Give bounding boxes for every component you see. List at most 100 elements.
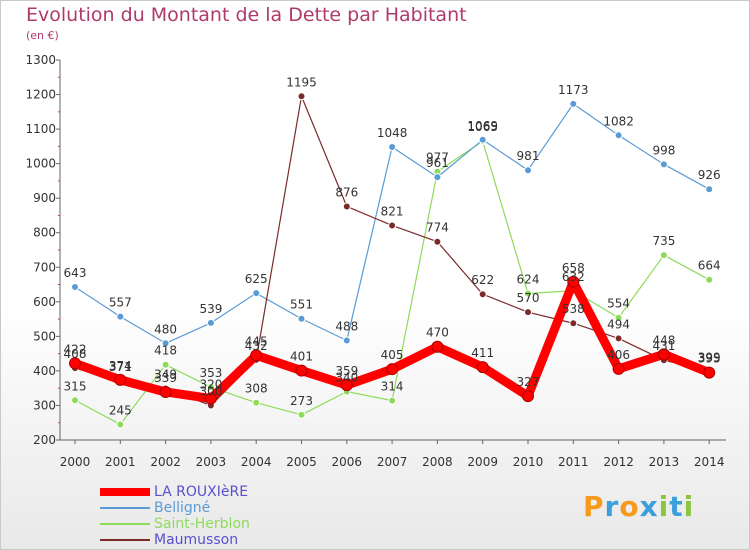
data-point — [569, 99, 578, 108]
data-point — [388, 143, 397, 152]
data-point — [478, 135, 487, 144]
x-tick-label: 2007 — [377, 455, 408, 469]
data-label: 245 — [109, 403, 132, 417]
proxiti-logo: Proxiti — [583, 490, 694, 523]
data-label: 399 — [698, 350, 721, 364]
data-label: 353 — [199, 366, 222, 380]
data-label: 1048 — [377, 126, 408, 140]
data-label: 470 — [426, 326, 449, 340]
data-point — [295, 364, 308, 377]
data-label: 273 — [290, 394, 313, 408]
data-label: 480 — [154, 322, 177, 336]
y-tick-label: 1200 — [25, 88, 56, 102]
y-tick-label: 900 — [33, 191, 56, 205]
data-label: 315 — [64, 379, 87, 393]
data-label: 314 — [381, 380, 404, 394]
data-point — [476, 361, 489, 374]
data-label: 327 — [517, 375, 540, 389]
data-label: 774 — [426, 221, 449, 235]
data-point — [297, 314, 306, 323]
data-label: 422 — [64, 342, 87, 356]
legend-swatch — [100, 523, 150, 525]
y-tick-label: 200 — [33, 433, 56, 447]
data-point — [250, 349, 263, 362]
data-point — [659, 251, 668, 260]
x-tick-label: 2000 — [60, 455, 91, 469]
data-label: 570 — [517, 291, 540, 305]
data-label: 401 — [290, 350, 313, 364]
y-tick-label: 500 — [33, 329, 56, 343]
data-point — [567, 275, 580, 288]
data-label: 557 — [109, 296, 132, 310]
data-label: 643 — [64, 266, 87, 280]
data-point — [705, 275, 714, 284]
data-label: 395 — [698, 352, 721, 366]
x-tick-label: 2005 — [286, 455, 317, 469]
data-label: 1195 — [286, 75, 317, 89]
data-label: 300 — [199, 384, 222, 398]
y-tick-label: 1100 — [25, 122, 56, 136]
data-label: 431 — [652, 339, 675, 353]
data-point — [161, 360, 170, 369]
data-point — [386, 363, 399, 376]
data-point — [71, 282, 79, 291]
data-point — [524, 166, 532, 175]
data-label: 448 — [652, 333, 675, 347]
data-label: 632 — [562, 270, 585, 284]
legend-label: LA ROUXIèRE — [154, 484, 249, 500]
data-label: 735 — [652, 234, 675, 248]
x-tick-label: 2002 — [150, 455, 181, 469]
logo-letter: t — [669, 490, 684, 523]
data-label: 359 — [335, 364, 358, 378]
data-point — [206, 383, 215, 392]
data-label: 981 — [517, 149, 540, 163]
data-point — [703, 366, 716, 379]
logo-letter: i — [658, 490, 670, 523]
data-label: 1069 — [467, 119, 498, 133]
legend-label: Maumusson — [154, 532, 239, 548]
y-tick-label: 300 — [33, 398, 56, 412]
data-point — [206, 318, 215, 327]
data-label: 405 — [381, 348, 404, 362]
data-label: 445 — [245, 334, 268, 348]
data-label: 488 — [335, 320, 358, 334]
data-label: 821 — [381, 204, 404, 218]
legend-swatch — [100, 507, 150, 509]
data-point — [297, 410, 306, 419]
y-tick-label: 1300 — [25, 53, 56, 67]
data-point — [524, 308, 532, 317]
logo-letter: x — [639, 490, 659, 523]
data-point — [614, 131, 623, 140]
x-tick-label: 2004 — [241, 455, 272, 469]
data-point — [204, 392, 217, 405]
logo-letter: i — [683, 490, 695, 523]
data-label: 554 — [607, 297, 630, 311]
data-label: 658 — [562, 261, 585, 275]
data-label: 308 — [245, 382, 268, 396]
data-point — [388, 221, 397, 230]
data-point — [657, 348, 670, 361]
data-point — [614, 313, 623, 322]
data-point — [116, 420, 125, 429]
data-point — [614, 334, 623, 343]
data-point — [433, 173, 442, 182]
data-point — [431, 340, 444, 353]
data-label: 625 — [245, 272, 268, 286]
data-label: 1065 — [467, 120, 498, 134]
data-label: 538 — [562, 302, 585, 316]
legend-swatch — [100, 488, 150, 496]
x-tick-label: 2001 — [105, 455, 136, 469]
logo-letter: r — [604, 490, 620, 523]
x-tick-label: 2003 — [196, 455, 227, 469]
data-point — [659, 160, 668, 169]
x-tick-label: 2014 — [694, 455, 725, 469]
x-tick-label: 2011 — [558, 455, 589, 469]
data-point — [159, 385, 172, 398]
data-label: 1082 — [603, 114, 634, 128]
legend-swatch — [100, 539, 150, 541]
y-tick-label: 800 — [33, 226, 56, 240]
data-point — [478, 290, 487, 299]
data-point — [69, 357, 81, 370]
x-tick-label: 2013 — [649, 455, 680, 469]
